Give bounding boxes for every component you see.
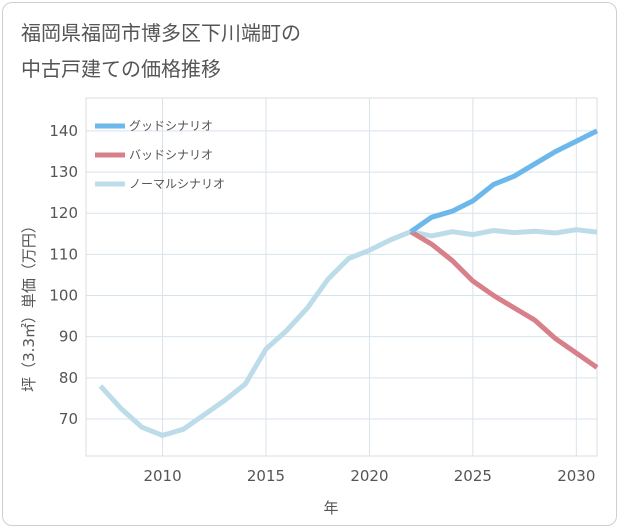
legend-label-1: グッドシナリオ: [129, 119, 213, 133]
y-tick-label: 90: [59, 328, 78, 346]
chart-title: 福岡県福岡市博多区下川端町の 中古戸建ての価格推移: [21, 21, 301, 81]
plot-area-border: [85, 97, 598, 457]
x-axis-label: 年: [323, 499, 338, 517]
x-tick-label: 2015: [247, 467, 285, 485]
y-tick-label: 110: [49, 245, 78, 263]
y-tick-label: 140: [49, 122, 78, 140]
grid: [86, 98, 597, 456]
y-tick-label: 120: [49, 204, 78, 222]
x-tick-label: 2020: [350, 467, 388, 485]
series-line-2: [409, 229, 599, 370]
x-tick-label: 2010: [143, 467, 181, 485]
legend-label-2: バッドシナリオ: [129, 148, 213, 162]
series-lines: [98, 128, 599, 438]
series-line-1: [409, 128, 599, 234]
y-tick-label: 80: [59, 369, 78, 387]
tick-labels: 70 80 90 100 110 120 130 140 2010 2015 2020 2025 203…: [49, 122, 595, 485]
x-tick-label: 2025: [454, 467, 492, 485]
y-tick-label: 100: [49, 287, 78, 305]
series-line-3: [98, 227, 598, 438]
y-axis-label: 坪（3.3㎡）単価（万円）: [20, 218, 38, 392]
chart-card: 福岡県福岡市博多区下川端町の 中古戸建ての価格推移: [2, 2, 617, 526]
x-tick-label: 2030: [557, 467, 595, 485]
y-tick-label: 70: [59, 410, 78, 428]
legend-label-3: ノーマルシナリオ: [129, 177, 225, 191]
y-tick-label: 130: [49, 163, 78, 181]
